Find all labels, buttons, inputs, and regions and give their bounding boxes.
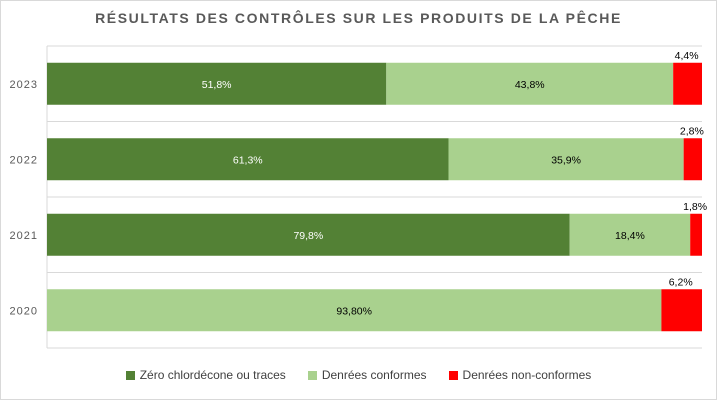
data-label: 18,4% [615, 230, 645, 242]
legend-swatch [448, 370, 458, 380]
category-tick-label: 2022 [10, 154, 38, 166]
legend-label: Zéro chlordécone ou traces [139, 368, 286, 382]
bar-segment [448, 138, 684, 181]
category-tick-label: 2023 [10, 79, 38, 91]
bar-segment [673, 62, 702, 105]
data-label: 51,8% [202, 79, 232, 91]
category-tick-label: 2021 [10, 230, 38, 242]
data-label: 6,2% [669, 276, 693, 288]
legend-swatch [125, 370, 135, 380]
data-label: 43,8% [515, 79, 545, 91]
bar-segment [661, 289, 702, 332]
legend-item: Zéro chlordécone ou traces [125, 368, 286, 382]
legend-swatch [307, 370, 317, 380]
data-label: 93,80% [336, 305, 372, 317]
bar-segment [569, 213, 691, 256]
legend-label: Denrées conformes [321, 368, 427, 382]
chart-legend: Zéro chlordécone ou traces Denrées confor… [0, 368, 717, 382]
bar-segment [47, 213, 570, 256]
data-label: 1,8% [683, 201, 707, 213]
chart-title: RÉSULTATS DES CONTRÔLES SUR LES PRODUITS… [95, 10, 622, 26]
legend-item: Denrées non-conformes [448, 368, 592, 382]
data-label: 2,8% [680, 125, 704, 137]
legend-item: Denrées conformes [307, 368, 427, 382]
bar-segment [690, 213, 702, 256]
category-tick-label: 2020 [10, 305, 38, 317]
legend-label: Denrées non-conformes [462, 368, 592, 382]
bar-segment [47, 138, 449, 181]
bar-segment [47, 289, 662, 332]
data-label: 61,3% [233, 154, 263, 166]
bar-segment [47, 62, 387, 105]
data-label: 35,9% [551, 154, 581, 166]
data-label: 79,8% [293, 230, 323, 242]
bar-segment [386, 62, 674, 105]
bar-segment [683, 138, 702, 181]
data-label: 4,4% [675, 50, 699, 62]
